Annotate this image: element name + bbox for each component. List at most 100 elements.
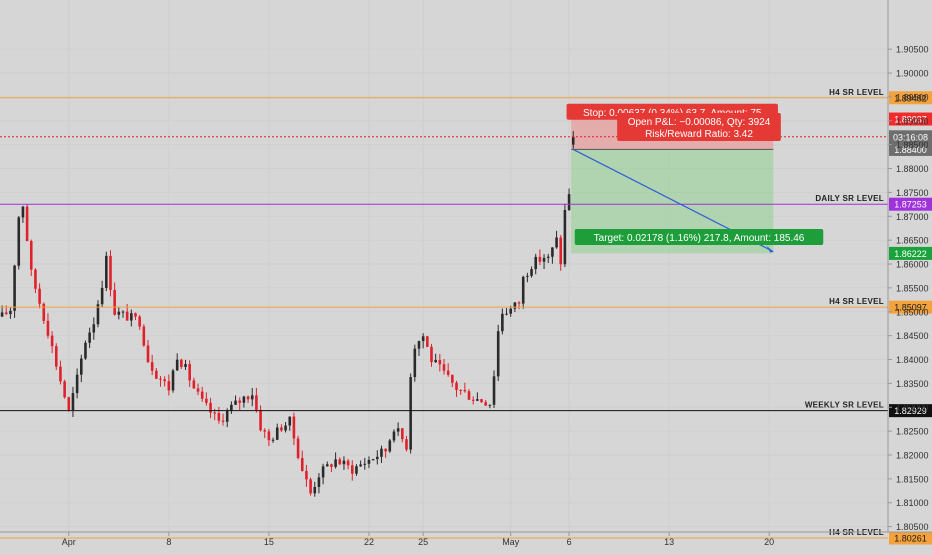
candle-body <box>29 241 33 270</box>
candle-body <box>492 376 496 405</box>
candle-body <box>555 237 558 248</box>
candle-body <box>505 313 508 315</box>
candle-body <box>338 459 342 465</box>
sr-level-price-text: 1.89482 <box>894 93 927 103</box>
candle-body <box>526 275 529 277</box>
candle-body <box>113 289 116 315</box>
candle-body <box>501 313 504 332</box>
sr-level-price-text: 1.85097 <box>894 303 927 313</box>
candle-body <box>363 463 367 465</box>
candle-body <box>171 370 175 391</box>
candle-body <box>138 316 141 327</box>
candle-body <box>534 256 538 270</box>
candle-body <box>305 470 308 480</box>
candle-body <box>521 276 525 304</box>
y-tick-label: 1.87500 <box>896 188 929 198</box>
candle-body <box>376 456 379 460</box>
candle-body <box>380 448 383 457</box>
candle-body <box>42 303 46 321</box>
candle-body <box>250 395 254 400</box>
candle-body <box>4 312 8 315</box>
candle-body <box>388 440 392 452</box>
candle-body <box>255 395 258 411</box>
candle-body <box>259 410 262 431</box>
candle-body <box>175 359 179 371</box>
candle-body <box>467 391 471 400</box>
x-tick-label: 20 <box>764 537 774 547</box>
candle-body <box>130 313 133 321</box>
target-label-bg <box>574 229 824 245</box>
sr-level-label: H4 SR LEVEL <box>829 528 884 537</box>
candle-body <box>146 345 150 363</box>
candle-body <box>551 247 554 257</box>
candle-body <box>384 448 387 452</box>
candle-body <box>75 374 79 394</box>
candle-body <box>484 402 487 406</box>
candle-body <box>438 359 442 365</box>
candle-body <box>371 459 375 461</box>
candle-body <box>346 460 350 466</box>
y-tick-label: 1.89500 <box>896 92 929 102</box>
y-tick-label: 1.89000 <box>896 116 929 126</box>
candle-body <box>417 341 421 349</box>
y-tick-label: 1.88500 <box>896 140 929 150</box>
candle-body <box>446 370 450 375</box>
candle-body <box>242 396 246 403</box>
candle-body <box>200 391 204 399</box>
candle-body <box>213 412 216 414</box>
candle-body <box>367 460 371 464</box>
y-tick-label: 1.88000 <box>896 164 929 174</box>
candle-body <box>401 428 404 440</box>
price-tag <box>889 246 932 260</box>
candle-body <box>571 136 575 145</box>
candle-body <box>280 427 283 431</box>
candle-body <box>530 269 533 276</box>
candle-body <box>288 416 292 426</box>
candle-body <box>342 460 346 465</box>
price-tag <box>889 130 932 144</box>
price-tag-text: 03:16:08 <box>893 132 928 142</box>
candle-body <box>563 210 567 265</box>
candle-body <box>134 313 137 317</box>
x-tick-label: 15 <box>264 537 274 547</box>
candle-body <box>92 324 96 333</box>
candle-body <box>196 388 200 392</box>
y-tick-label: 1.83500 <box>896 379 929 389</box>
candle-body <box>188 364 191 381</box>
candle-body <box>459 390 462 392</box>
candle-body <box>396 428 400 432</box>
y-tick-label: 1.82500 <box>896 427 929 437</box>
candles <box>0 131 575 497</box>
candle-body <box>80 358 83 375</box>
candle-body <box>559 237 563 265</box>
candle-body <box>238 400 242 403</box>
candle-body <box>263 430 267 432</box>
target-label: Target: 0.02178 (1.16%) 217.8, Amount: 1… <box>574 229 824 245</box>
candle-body <box>463 390 467 392</box>
trend-arrow-head <box>766 245 774 253</box>
candle-body <box>567 194 571 211</box>
y-tick-label: 1.86500 <box>896 236 929 246</box>
sr-level-price-tag <box>889 91 932 105</box>
price-tag <box>889 142 932 156</box>
candle-body <box>434 359 437 363</box>
sr-level-price-tag <box>889 531 932 545</box>
candle-body <box>300 458 304 471</box>
candle-body <box>117 311 121 315</box>
candle-body <box>209 402 212 413</box>
candle-body <box>167 381 171 391</box>
x-tick-label: Apr <box>62 537 76 547</box>
candle-body <box>413 348 417 378</box>
candle-body <box>321 466 325 478</box>
candle-body <box>296 438 300 459</box>
candle-body <box>54 346 58 367</box>
candle-body <box>125 311 129 321</box>
candle-body <box>71 393 75 410</box>
sr-level-price-text: 1.80261 <box>894 534 927 544</box>
candle-body <box>480 399 483 403</box>
candle-body <box>9 310 12 315</box>
candle-body <box>488 404 492 406</box>
sr-level-label: DAILY SR LEVEL <box>815 194 884 203</box>
